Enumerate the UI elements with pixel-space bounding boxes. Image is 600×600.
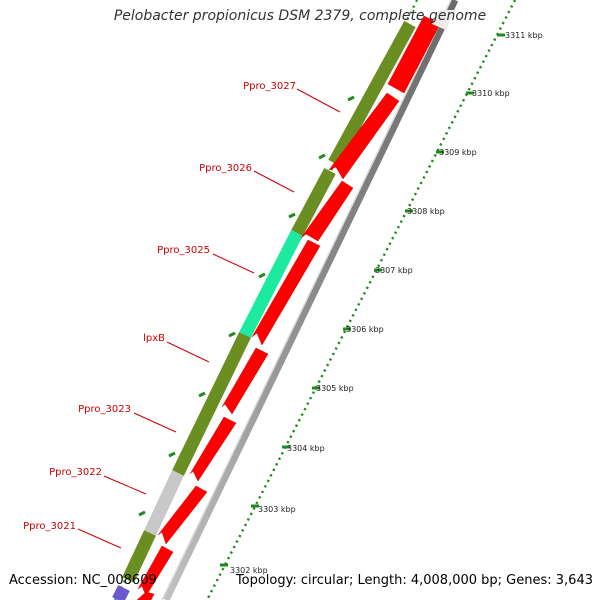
cds-red-arrow[interactable] <box>221 347 269 415</box>
forward-strand <box>136 15 441 600</box>
tick-label: 3309 kbp <box>439 148 477 157</box>
cds-red-arrow[interactable] <box>300 180 354 242</box>
tick-label: 3307 kbp <box>375 266 413 275</box>
gene-label[interactable]: Ppro_3026 <box>199 163 252 174</box>
leader-line <box>296 88 341 113</box>
inner-tick <box>198 391 206 398</box>
tick-label: 3303 kbp <box>258 505 296 514</box>
tick-label: 3311 kbp <box>505 31 543 40</box>
tick-label: 3306 kbp <box>346 325 384 334</box>
gene-label[interactable]: Ppro_3022 <box>49 467 102 478</box>
gene-label[interactable]: Ppro_3025 <box>157 245 210 256</box>
tick-label: 3302 kbp <box>230 566 268 575</box>
gene-ppro-3021[interactable] <box>122 530 156 583</box>
leader-line <box>133 412 177 433</box>
leader-line <box>212 253 255 274</box>
inner-tick <box>168 451 176 458</box>
inner-tick <box>258 272 266 279</box>
accession-text: Accession: NC_008609 <box>9 573 157 588</box>
cds-red-arrow[interactable] <box>136 591 155 600</box>
outer-major-ticks <box>220 33 505 567</box>
gene-ppro-3022[interactable] <box>144 470 184 536</box>
inner-tick <box>138 510 146 517</box>
topology-text: Topology: circular; Length: 4,008,000 bp… <box>235 573 593 588</box>
gene-ppro-3025[interactable] <box>239 230 303 338</box>
reverse-strand <box>112 20 416 600</box>
leader-line <box>166 341 210 363</box>
gene-label[interactable]: Ppro_3021 <box>23 521 76 532</box>
tick-label: 3305 kbp <box>316 384 354 393</box>
gene-ppro-3026[interactable] <box>291 167 336 237</box>
tick-label: 3308 kbp <box>407 207 445 216</box>
leader-line <box>77 528 122 549</box>
tick-label: 3310 kbp <box>472 89 510 98</box>
cds-red-arrow[interactable] <box>157 485 208 545</box>
gene-ppro-3027[interactable] <box>328 20 416 167</box>
cds-partial-top[interactable] <box>432 10 455 30</box>
leader-line <box>253 170 295 193</box>
tick-label: 3304 kbp <box>287 444 325 453</box>
gene-label[interactable]: Ppro_3027 <box>243 81 296 92</box>
cds-red-arrow[interactable] <box>328 92 400 180</box>
cds-red-arrow[interactable] <box>189 416 237 482</box>
cds-red-arrow[interactable] <box>137 545 174 597</box>
inner-tick <box>288 212 296 219</box>
inner-tick <box>347 95 355 102</box>
gene-lpxb[interactable] <box>172 332 251 476</box>
inner-tick <box>318 153 326 160</box>
map-title: Pelobacter propionicus DSM 2379, complet… <box>113 8 487 24</box>
gene-label[interactable]: lpxB <box>143 333 165 344</box>
label-leaders <box>77 88 341 549</box>
genome-backbone <box>162 0 459 600</box>
leader-line <box>103 475 147 495</box>
gene-label[interactable]: Ppro_3023 <box>78 404 131 415</box>
gene-next-segment[interactable] <box>112 585 130 600</box>
inner-tick <box>228 331 236 338</box>
cds-red-arrow[interactable] <box>251 239 321 346</box>
scale-line-outer <box>205 0 517 600</box>
genome-backbone-highlight <box>161 0 452 600</box>
